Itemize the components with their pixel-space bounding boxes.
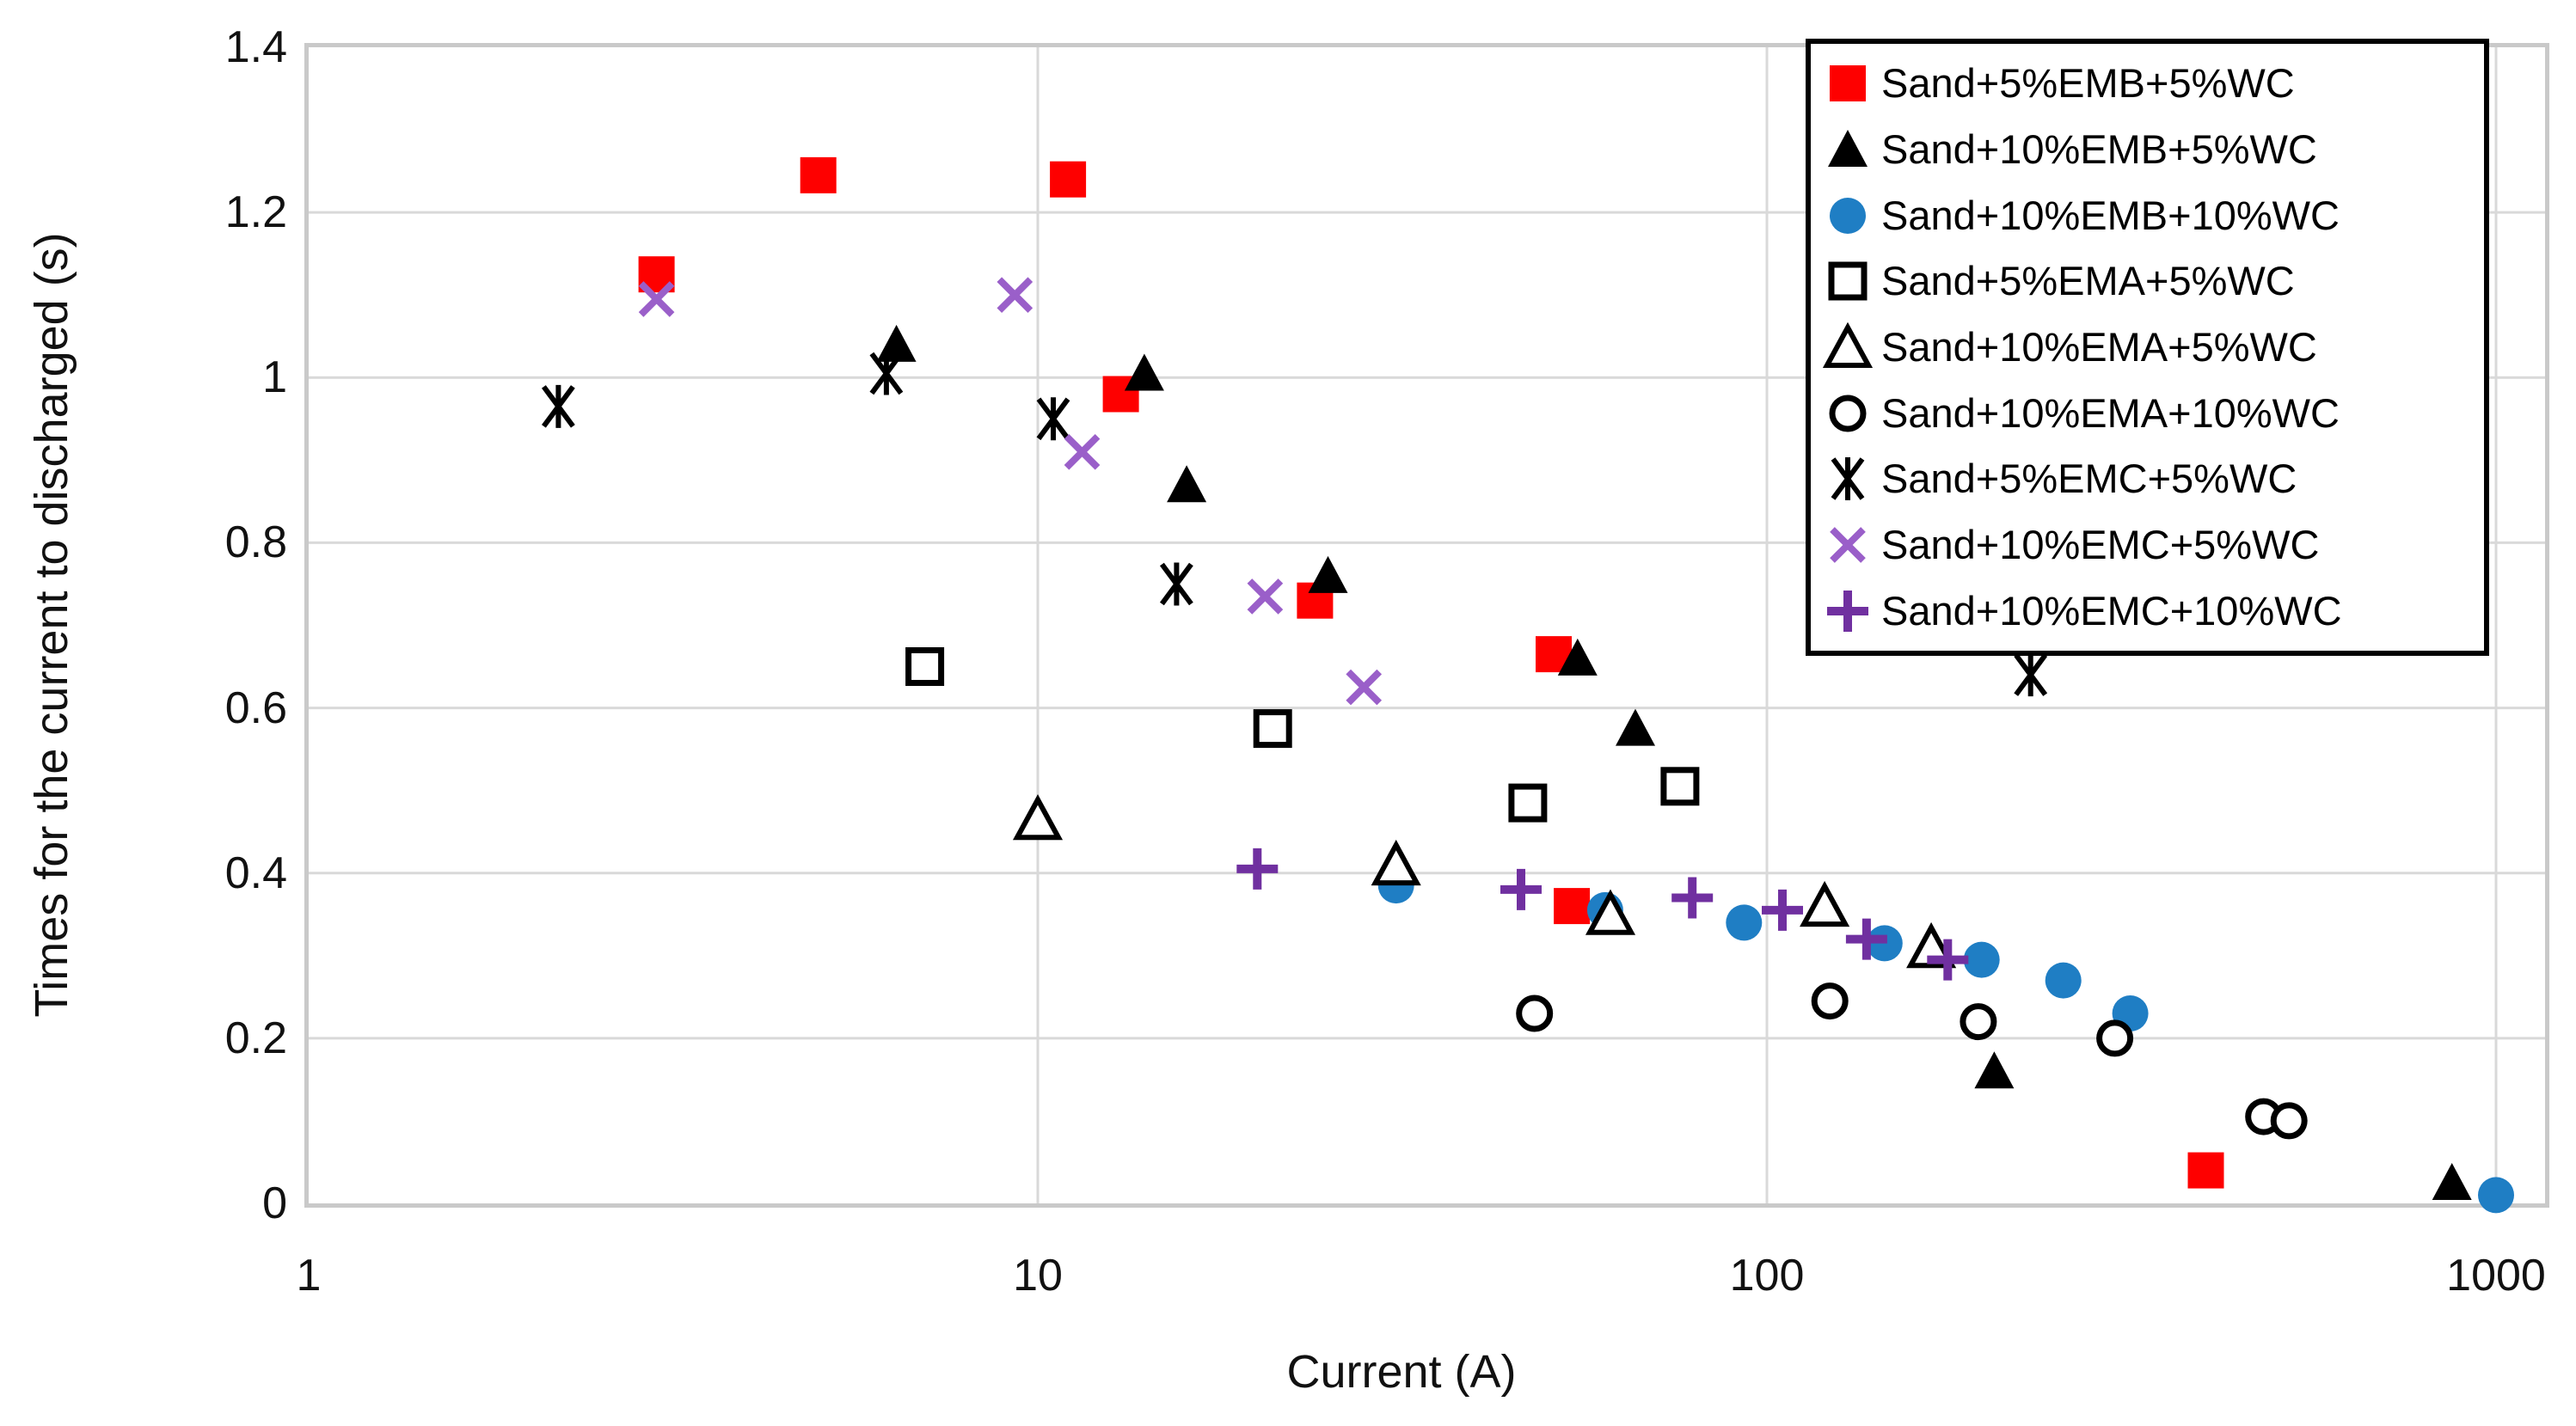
data-point-marker-square-open <box>1253 709 1292 749</box>
data-point-marker-x <box>1064 433 1101 470</box>
y-tick-label: 1.2 <box>224 187 287 238</box>
data-point-marker-star <box>1036 397 1070 441</box>
x-axis-title: Current (A) <box>1286 1346 1517 1398</box>
legend-marker-triangle-open-icon <box>1823 321 1873 368</box>
legend-item: Sand+10%EMA+10%WC <box>1823 389 2472 438</box>
x-tick-label: 1 <box>296 1251 322 1301</box>
legend-marker-plus-icon <box>1827 590 1868 632</box>
data-point-marker-circle <box>1963 941 2000 978</box>
legend-item-label: Sand+5%EMC+5%WC <box>1881 456 2297 502</box>
data-point-marker-x <box>1247 578 1284 615</box>
data-point-marker-plus <box>1845 918 1887 960</box>
data-point-marker-triangle <box>1557 638 1598 676</box>
data-point-marker-triangle-open <box>1371 839 1421 886</box>
data-point-marker-star <box>2014 653 2048 697</box>
legend-marker-square-icon <box>1830 65 1866 102</box>
data-point-marker-square-open <box>1660 767 1700 806</box>
y-tick-label: 1 <box>262 352 287 403</box>
data-point-marker-triangle <box>1167 465 1207 503</box>
x-tick-label: 1000 <box>2446 1251 2546 1301</box>
legend: Sand+5%EMB+5%WC Sand+10%EMB+5%WC Sand+10%E… <box>1806 39 2489 656</box>
legend-item: Sand+5%EMA+5%WC <box>1823 256 2472 306</box>
legend-item-label: Sand+10%EMA+10%WC <box>1881 389 2340 436</box>
data-point-marker-triangle-open <box>1012 794 1064 841</box>
x-tick-label: 100 <box>1729 1251 1805 1301</box>
data-point-marker-star <box>541 384 575 428</box>
legend-item-label: Sand+10%EMB+5%WC <box>1881 125 2317 172</box>
data-point-marker-circle-open <box>1516 995 1554 1032</box>
y-tick-label: 1.4 <box>224 22 287 72</box>
plot-area <box>304 43 2549 1208</box>
legend-marker-circle-icon <box>1830 197 1866 234</box>
data-point-marker-plus <box>1762 889 1803 931</box>
y-tick-label: 0.8 <box>224 517 287 568</box>
data-point-marker-square <box>2187 1152 2224 1189</box>
legend-marker-triangle-icon <box>1828 129 1868 167</box>
legend-marker-circle-open-icon <box>1829 395 1867 432</box>
data-point-marker-square <box>1050 161 1087 198</box>
data-point-marker-plus <box>1927 939 1969 981</box>
data-point-marker-triangle <box>1974 1051 2015 1089</box>
data-point-marker-plus <box>1671 877 1714 919</box>
data-point-marker-x <box>997 277 1033 314</box>
y-tick-label: 0.2 <box>224 1013 287 1063</box>
data-point-marker-triangle-open <box>1800 880 1850 927</box>
legend-item: Sand+10%EMA+5%WC <box>1823 321 2472 372</box>
data-point-marker-triangle <box>1124 353 1164 391</box>
y-axis-title: Times for the current to discharged (s) <box>26 232 77 1018</box>
legend-item-label: Sand+10%EMC+10%WC <box>1881 587 2342 633</box>
data-point-marker-circle-open <box>1960 1003 1997 1041</box>
data-point-marker-square <box>800 156 837 193</box>
legend-item-label: Sand+5%EMA+5%WC <box>1881 258 2295 304</box>
legend-marker-x-icon <box>1830 527 1866 563</box>
legend-marker-square-open-icon <box>1828 261 1868 301</box>
data-point-marker-triangle <box>1308 555 1348 593</box>
data-point-marker-x <box>638 281 675 317</box>
legend-item: Sand+5%EMB+5%WC <box>1823 58 2472 108</box>
data-point-marker-triangle-open <box>1585 889 1636 935</box>
legend-item: Sand+10%EMC+10%WC <box>1823 586 2472 636</box>
legend-item-label: Sand+10%EMB+10%WC <box>1881 192 2340 238</box>
data-point-marker-square-open <box>1508 783 1548 823</box>
legend-item-label: Sand+10%EMA+5%WC <box>1881 323 2317 370</box>
y-tick-label: 0.4 <box>224 848 287 898</box>
legend-marker-star-icon <box>1831 457 1865 501</box>
legend-item: Sand+5%EMC+5%WC <box>1823 454 2472 504</box>
legend-item-label: Sand+10%EMC+5%WC <box>1881 521 2320 567</box>
legend-item: Sand+10%EMB+5%WC <box>1823 125 2472 174</box>
data-point-marker-triangle <box>1616 708 1655 746</box>
data-point-marker-circle <box>2045 962 2082 999</box>
data-point-marker-circle <box>1726 904 1763 941</box>
legend-item: Sand+10%EMC+5%WC <box>1823 520 2472 570</box>
data-point-marker-star <box>869 352 904 395</box>
data-point-marker-x <box>1346 669 1383 706</box>
data-point-marker-star <box>1159 562 1193 606</box>
y-tick-label: 0 <box>262 1178 287 1228</box>
data-point-marker-circle-open <box>1811 982 1849 1020</box>
data-point-marker-circle-open <box>2270 1102 2308 1140</box>
data-point-marker-square-open <box>905 647 945 686</box>
data-point-marker-plus <box>1236 848 1279 890</box>
legend-item-label: Sand+5%EMB+5%WC <box>1881 60 2295 107</box>
data-point-marker-triangle <box>2432 1163 2472 1200</box>
data-point-marker-circle <box>2478 1177 2514 1214</box>
legend-item: Sand+10%EMB+10%WC <box>1823 191 2472 241</box>
data-point-marker-circle-open <box>2096 1019 2134 1057</box>
y-tick-label: 0.6 <box>224 682 287 733</box>
x-tick-label: 10 <box>1013 1251 1063 1301</box>
data-point-marker-square <box>1554 888 1591 925</box>
data-point-marker-plus <box>1500 868 1542 910</box>
